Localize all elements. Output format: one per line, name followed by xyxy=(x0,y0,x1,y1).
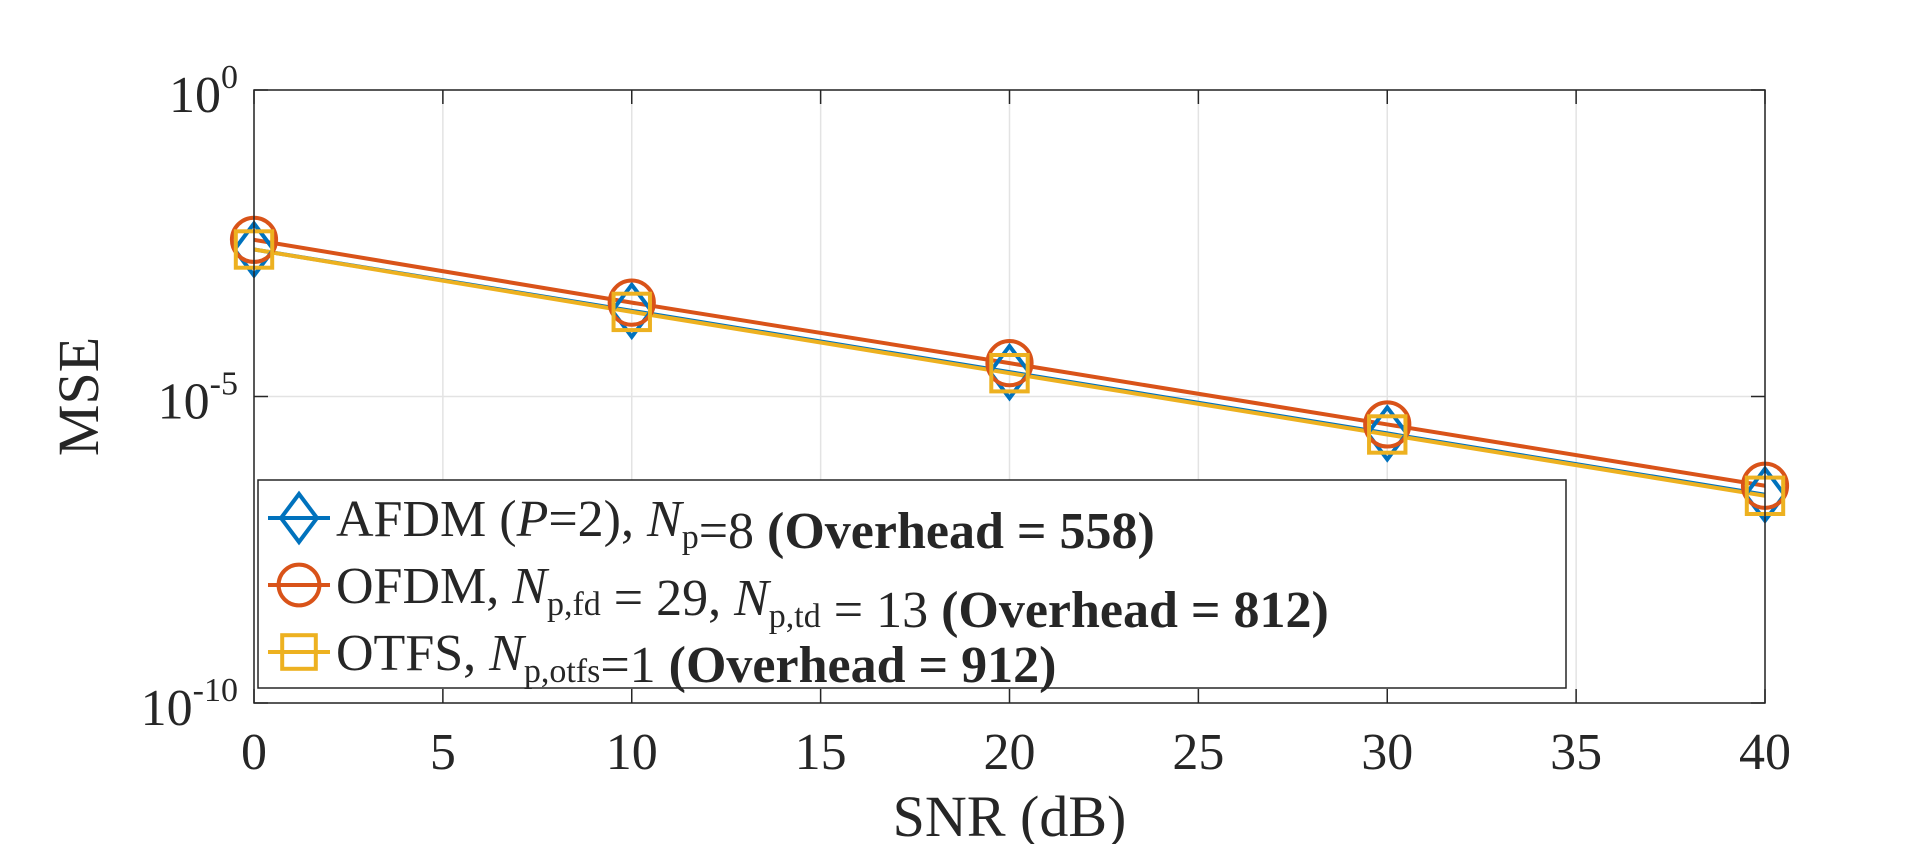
data-point-diamond xyxy=(987,342,1032,402)
y-axis-label: MSE xyxy=(46,337,111,456)
legend-marker-diamond xyxy=(278,490,320,546)
legend-text-part: AFDM ( xyxy=(336,491,517,548)
data-point-square xyxy=(1367,414,1408,455)
legend-text-part: (Overhead = 558) xyxy=(767,503,1155,560)
y-tick-label: 10-5 xyxy=(158,366,238,431)
legend-entry-text: AFDM (P=2), Np=8 (Overhead = 558) xyxy=(336,491,1155,560)
y-tick-base: 10 xyxy=(169,67,221,124)
x-tick-label: 10 xyxy=(606,724,658,781)
y-tick-exponent: -10 xyxy=(193,672,238,709)
data-point-square xyxy=(611,291,652,333)
x-tick-label: 0 xyxy=(241,724,267,781)
legend-marker-circle xyxy=(276,562,322,608)
y-tick-exponent: -5 xyxy=(210,366,238,403)
y-tick-label: 10-10 xyxy=(141,672,238,737)
series-lines xyxy=(253,237,1766,498)
data-point-square xyxy=(989,352,1030,394)
x-tick-label: 25 xyxy=(1172,724,1224,781)
legend-text-part: N xyxy=(511,558,550,615)
legend: AFDM (P=2), Np=8 (Overhead = 558)OFDM, N… xyxy=(257,479,1567,694)
legend-text-part: p,otfs xyxy=(524,653,601,690)
x-tick-label: 30 xyxy=(1361,724,1413,781)
x-tick-label: 5 xyxy=(430,724,456,781)
data-point-circle xyxy=(607,278,656,327)
data-point-diamond xyxy=(609,281,654,341)
legend-text-part: p,td xyxy=(769,598,821,635)
axis-ticks xyxy=(253,89,1766,704)
x-tick-labels: 0 5 10 15 20 25 30 35 40 xyxy=(241,724,1791,781)
data-point-circle xyxy=(1363,400,1412,449)
legend-text-part: N xyxy=(733,570,772,627)
data-point-circle xyxy=(985,339,1034,388)
legend-text-part: N xyxy=(488,625,527,682)
legend-text-part: = 13 xyxy=(821,582,941,639)
y-tick-label: 100 xyxy=(169,59,238,124)
legend-text-part: P xyxy=(516,491,549,548)
legend-marker-square xyxy=(280,633,318,671)
legend-text-part: (Overhead = 912) xyxy=(669,637,1057,694)
legend-text-part: OFDM, xyxy=(336,558,512,615)
y-tick-base: 10 xyxy=(141,680,193,737)
x-tick-label: 15 xyxy=(795,724,847,781)
x-tick-label: 35 xyxy=(1550,724,1602,781)
x-tick-label: 20 xyxy=(984,724,1036,781)
legend-text-part: =2), xyxy=(548,491,647,548)
series-line-circle xyxy=(253,237,1766,488)
legend-text-part: OTFS, xyxy=(336,625,489,682)
legend-text-part: (Overhead = 812) xyxy=(941,582,1329,639)
legend-entry-text: OTFS, Np,otfs=1 (Overhead = 912) xyxy=(336,625,1056,694)
legend-text-part: =8 xyxy=(699,503,767,560)
legend-text-part: =1 xyxy=(600,637,668,694)
y-tick-exponent: 0 xyxy=(221,59,238,96)
legend-entry-text: OFDM, Np,fd = 29, Np,td = 13 (Overhead =… xyxy=(336,558,1329,639)
y-tick-base: 10 xyxy=(158,374,210,431)
legend-text-part: p xyxy=(682,519,699,556)
legend-text-part: p,fd xyxy=(547,586,601,623)
x-tick-label: 40 xyxy=(1739,724,1791,781)
legend-text-part: = 29, xyxy=(601,570,734,627)
legend-text-part: N xyxy=(646,491,685,548)
data-point-diamond xyxy=(1365,404,1410,463)
legend-box xyxy=(257,479,1567,689)
x-axis-label: SNR (dB) xyxy=(893,784,1127,844)
series-line-square xyxy=(253,247,1766,498)
